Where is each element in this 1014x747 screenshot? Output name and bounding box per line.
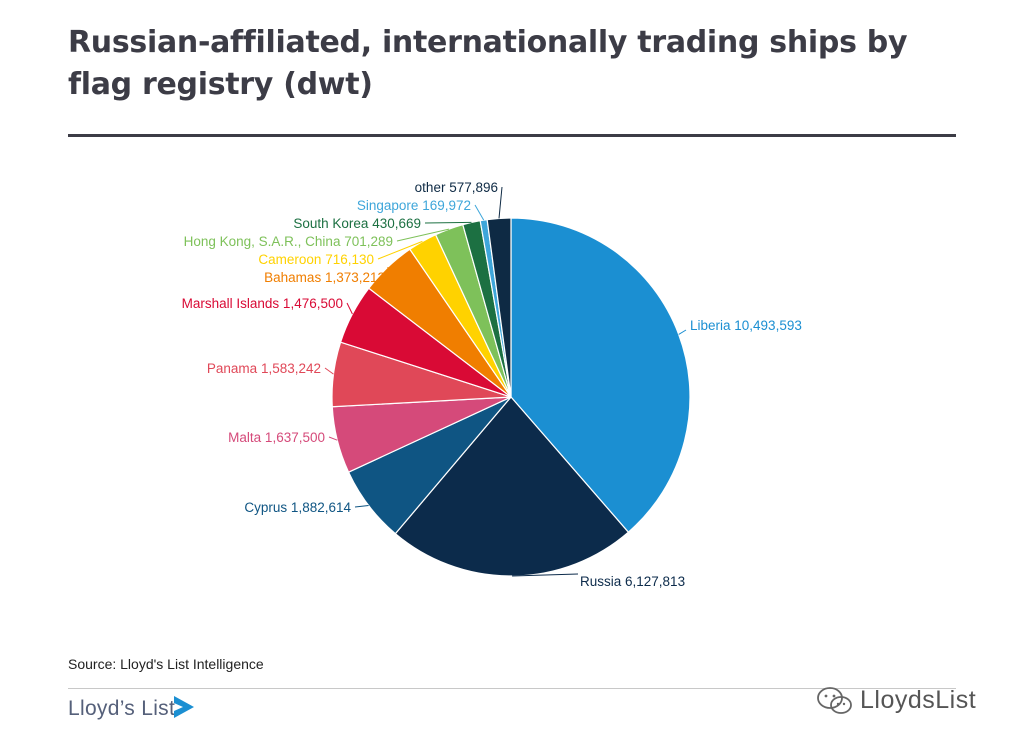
slice-labels: Liberia 10,493,593 Russia 6,127,813 Cyprus…	[182, 180, 802, 589]
wechat-watermark: LloydsList	[816, 684, 986, 720]
title-divider	[68, 134, 956, 137]
pie-chart: Liberia 10,493,593 Russia 6,127,813 Cyprus…	[182, 180, 802, 589]
leader-line	[328, 436, 338, 441]
leader-line	[354, 505, 369, 508]
pie-slices	[331, 217, 691, 577]
slice-label: Malta 1,637,500	[228, 430, 325, 445]
leader-line	[512, 573, 579, 577]
leader-line	[346, 302, 353, 315]
chart-title: Russian-affiliated, internationally trad…	[68, 25, 908, 102]
leader-lines	[324, 186, 687, 577]
slice-label: other 577,896	[415, 180, 498, 195]
leader-line	[324, 367, 334, 375]
slice-label: Singapore 169,972	[357, 198, 471, 213]
leader-line	[678, 329, 687, 335]
slice-label: Liberia 10,493,593	[690, 318, 802, 333]
slice-label: Hong Kong, S.A.R., China 701,289	[184, 234, 393, 249]
watermark-text: LloydsList	[860, 686, 977, 714]
pie-slice-liberia	[510, 217, 691, 534]
leader-line	[474, 204, 485, 221]
footer-divider	[68, 688, 956, 689]
slice-label: Cyprus 1,882,614	[244, 500, 351, 515]
slice-label: Marshall Islands 1,476,500	[182, 296, 343, 311]
slice-label: Russia 6,127,813	[580, 574, 685, 589]
slice-label: South Korea 430,669	[293, 216, 421, 231]
source-note: Source: Lloyd's List Intelligence	[68, 656, 264, 672]
lloyds-list-logo: Lloyd’s List	[68, 697, 176, 720]
slice-label: Bahamas 1,373,213	[264, 270, 385, 285]
slice-label: Cameroon 716,130	[258, 252, 374, 267]
wechat-icon	[817, 687, 852, 714]
leader-line	[387, 267, 390, 278]
leader-line	[377, 240, 423, 260]
leader-line	[498, 186, 503, 219]
leader-line	[424, 221, 472, 224]
leader-line	[396, 228, 450, 242]
slice-label: Panama 1,583,242	[207, 361, 321, 376]
chevron-arrow-icon	[174, 696, 194, 718]
